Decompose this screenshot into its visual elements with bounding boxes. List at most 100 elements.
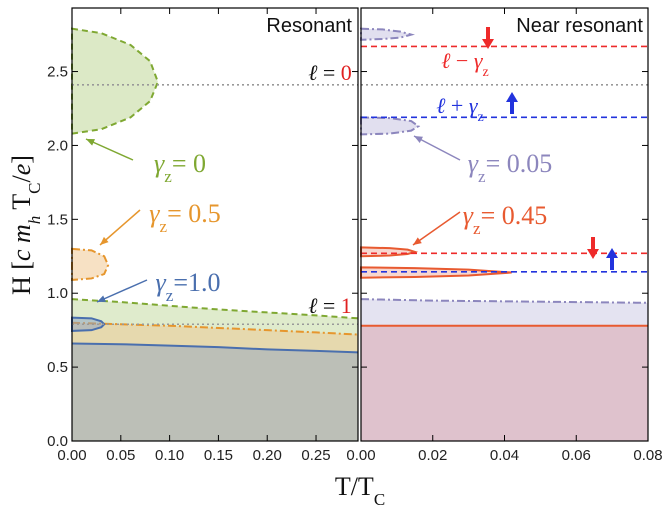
annotation: Near resonant	[516, 15, 643, 37]
text-part: ℓ	[308, 293, 318, 318]
annotation: γz= 0.5	[149, 199, 220, 236]
bubble	[71, 247, 110, 281]
text-part: e	[7, 164, 36, 176]
annotation: ℓ = 0	[308, 60, 352, 85]
pointer-arrow	[85, 138, 134, 161]
y-tick-label: 1.0	[47, 285, 68, 302]
text-part: γ	[154, 149, 165, 178]
bubble	[360, 246, 419, 258]
x-tick-label: 0.25	[301, 447, 330, 464]
y-tick-label: 0.5	[47, 359, 68, 376]
text-part: H [	[7, 261, 36, 295]
text-part: γ	[469, 93, 479, 118]
text-part: γ	[463, 201, 474, 230]
annotation: γz=1.0	[156, 268, 221, 305]
text-part: 0	[341, 60, 352, 85]
text-part: z	[166, 286, 174, 305]
pointer-arrowhead	[86, 139, 95, 146]
direction-arrow	[506, 92, 518, 114]
text-part: γ	[149, 199, 160, 228]
text-part: z	[483, 65, 489, 80]
text-part: Near resonant	[516, 15, 643, 37]
pointer-arrowhead	[97, 295, 106, 302]
text-part: = 0.5	[167, 199, 221, 228]
region-fill	[72, 299, 358, 441]
y-tick-label: 0.0	[47, 433, 68, 450]
text-part: γ	[474, 48, 484, 73]
x-tick-label: 0.05	[106, 447, 135, 464]
text-part: ℓ	[308, 60, 318, 85]
text-part: z	[478, 110, 484, 125]
text-part: ]	[7, 155, 36, 164]
x-tick-label: 0.20	[253, 447, 282, 464]
text-part: ℓ	[436, 93, 446, 118]
x-tick-label: 0.10	[155, 447, 184, 464]
x-tick-label: 0.04	[490, 447, 519, 464]
text-part: = 0.45	[481, 201, 548, 230]
direction-arrow	[587, 237, 599, 259]
pointer-arrowhead	[413, 237, 422, 245]
text-part: Resonant	[266, 15, 352, 37]
text-part: = 0.05	[486, 149, 553, 178]
annotation: ℓ − γz	[441, 48, 488, 80]
text-part: = 0	[172, 149, 206, 178]
text-part: γ	[468, 149, 479, 178]
direction-arrow	[482, 27, 494, 49]
region-boundary	[71, 298, 359, 320]
text-part: h	[25, 216, 44, 225]
bubble	[71, 27, 159, 135]
region-boundary	[71, 321, 359, 336]
region-fill	[361, 325, 648, 441]
x-tick-label: 0.06	[562, 447, 591, 464]
x-tick-label: 0.15	[204, 447, 233, 464]
region-fill	[72, 343, 358, 441]
bubble	[360, 27, 416, 41]
region-fill	[361, 299, 648, 441]
pointer-arrow	[413, 135, 461, 161]
text-part: =	[317, 60, 340, 85]
text-part: C	[374, 490, 385, 505]
annotation: γz= 0	[154, 149, 206, 186]
region-fill	[72, 322, 358, 441]
text-part: C	[25, 182, 44, 193]
annotation: γz= 0.05	[468, 149, 552, 186]
x-tick-label: 0.02	[418, 447, 447, 464]
annotation: γz= 0.45	[463, 201, 547, 238]
text-part: z	[164, 167, 172, 186]
annotation: T/TC	[335, 472, 385, 505]
x-tick-label: 0.00	[57, 447, 86, 464]
direction-arrow	[606, 248, 618, 270]
text-part: z	[478, 167, 486, 186]
text-part: ℓ	[441, 48, 451, 73]
text-part: −	[450, 48, 473, 73]
text-part: T/T	[335, 472, 374, 501]
pointer-arrowhead	[414, 136, 423, 143]
pointer-arrow	[412, 211, 461, 246]
y-tick-label: 2.5	[47, 64, 68, 81]
text-part: z	[160, 217, 168, 236]
x-tick-label: 0.00	[346, 447, 375, 464]
pointer-arrow	[96, 279, 148, 303]
annotation: ℓ + γz	[436, 93, 483, 125]
region-boundary	[71, 342, 359, 354]
plot-frame	[71, 7, 359, 442]
y-tick-label: 1.5	[47, 211, 68, 228]
text-part: c m	[7, 224, 36, 261]
annotation: H [c mh TC/e]	[7, 155, 44, 295]
pointer-arrow	[99, 209, 141, 246]
text-part: =	[317, 293, 340, 318]
text-part: z	[473, 219, 481, 238]
y-tick-label: 2.0	[47, 137, 68, 154]
annotation: ℓ = 1	[308, 293, 352, 318]
text-part: 1	[341, 293, 352, 318]
text-part: γ	[156, 268, 167, 297]
text-part: /	[7, 174, 36, 182]
x-tick-label: 0.08	[633, 447, 662, 464]
pointer-arrowhead	[100, 236, 109, 245]
bubble	[360, 116, 421, 136]
text-part: T	[7, 194, 36, 216]
text-part: +	[445, 93, 468, 118]
annotation: Resonant	[266, 15, 352, 37]
text-part: =1.0	[173, 268, 220, 297]
